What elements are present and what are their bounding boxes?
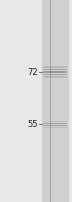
Text: 72: 72	[27, 68, 38, 77]
Bar	[42, 0, 68, 202]
Text: 55: 55	[28, 120, 38, 128]
